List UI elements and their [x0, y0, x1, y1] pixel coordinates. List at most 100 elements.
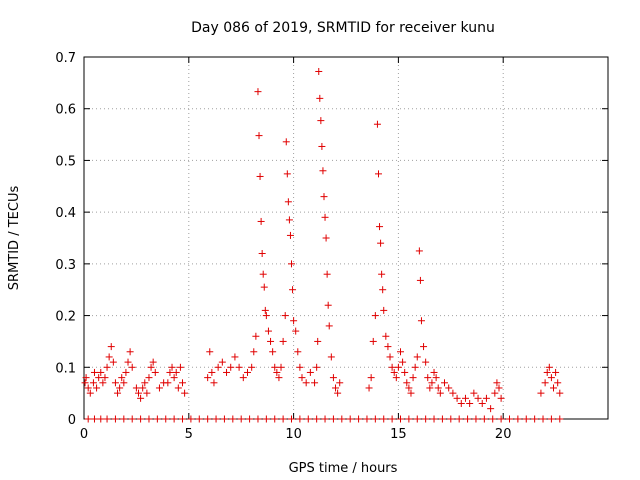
data-point-marker	[81, 379, 89, 387]
data-point-marker	[124, 358, 132, 366]
data-point-marker	[290, 317, 298, 325]
data-point-marker	[262, 415, 270, 423]
data-point-marker	[137, 415, 145, 423]
data-point-marker	[541, 379, 549, 387]
data-point-marker	[318, 142, 326, 150]
data-point-marker	[426, 384, 434, 392]
data-point-marker	[111, 379, 119, 387]
data-point-marker	[441, 379, 449, 387]
data-point-marker	[237, 415, 245, 423]
data-point-marker	[430, 368, 438, 376]
data-point-marker	[436, 389, 444, 397]
data-point-marker	[403, 379, 411, 387]
data-point-marker	[550, 384, 558, 392]
data-point-marker	[273, 368, 281, 376]
data-point-marker	[97, 368, 105, 376]
data-point-marker	[134, 389, 142, 397]
data-point-marker	[149, 358, 157, 366]
data-point-marker	[235, 363, 243, 371]
data-point-marker	[365, 384, 373, 392]
data-point-marker	[487, 405, 495, 413]
data-point-marker	[208, 368, 216, 376]
plot-frame	[83, 56, 609, 420]
data-point-marker	[122, 368, 130, 376]
data-point-marker	[283, 170, 291, 178]
data-point-marker	[407, 389, 415, 397]
data-point-marker	[166, 368, 174, 376]
data-point-marker	[174, 384, 182, 392]
data-point-marker	[332, 384, 340, 392]
data-point-marker	[388, 415, 396, 423]
data-point-marker	[212, 415, 220, 423]
data-point-marker	[275, 374, 283, 382]
data-point-marker	[316, 94, 324, 102]
data-point-marker	[294, 348, 302, 356]
data-point-marker	[89, 379, 97, 387]
data-point-marker	[139, 384, 147, 392]
data-point-marker	[346, 415, 354, 423]
data-point-marker	[259, 270, 267, 278]
data-point-marker	[311, 379, 319, 387]
data-point-marker	[277, 363, 285, 371]
data-point-marker	[218, 358, 226, 366]
data-point-marker	[229, 415, 237, 423]
data-point-marker	[99, 379, 107, 387]
data-point-marker	[145, 374, 153, 382]
data-point-marker	[386, 353, 394, 361]
data-point-marker	[434, 384, 442, 392]
data-point-marker	[172, 368, 180, 376]
data-point-marker	[445, 384, 453, 392]
data-point-marker	[243, 368, 251, 376]
data-point-marker	[497, 394, 505, 402]
data-point-marker	[214, 363, 222, 371]
data-point-marker	[95, 374, 103, 382]
data-point-marker	[482, 394, 490, 402]
y-tick-label: 0.2	[55, 310, 76, 325]
data-point-marker	[531, 415, 539, 423]
data-point-marker	[388, 363, 396, 371]
data-point-marker	[176, 363, 184, 371]
data-point-marker	[147, 363, 155, 371]
data-point-marker	[187, 415, 195, 423]
data-point-marker	[464, 415, 472, 423]
data-point-marker	[497, 415, 505, 423]
data-point-marker	[420, 343, 428, 351]
data-point-marker	[411, 363, 419, 371]
data-point-marker	[315, 67, 323, 75]
data-point-marker	[422, 415, 430, 423]
data-point-marker	[416, 276, 424, 284]
data-point-marker	[432, 374, 440, 382]
data-point-marker	[304, 415, 312, 423]
data-point-marker	[220, 415, 228, 423]
data-point-marker	[246, 415, 254, 423]
data-point-marker	[86, 389, 94, 397]
data-point-marker	[179, 379, 187, 387]
data-point-marker	[405, 415, 413, 423]
data-point-marker	[252, 332, 260, 340]
data-point-marker	[109, 358, 117, 366]
data-point-marker	[118, 374, 126, 382]
data-point-marker	[556, 389, 564, 397]
data-point-marker	[327, 353, 335, 361]
data-point-marker	[447, 415, 455, 423]
data-point-marker	[321, 213, 329, 221]
data-point-marker	[554, 379, 562, 387]
data-point-marker	[415, 247, 423, 255]
data-point-marker	[114, 389, 122, 397]
data-point-marker	[195, 415, 203, 423]
data-point-marker	[267, 337, 275, 345]
data-point-marker	[204, 415, 212, 423]
data-point-marker	[317, 117, 325, 125]
data-point-marker	[323, 270, 331, 278]
data-point-marker	[116, 384, 124, 392]
data-point-marker	[164, 379, 172, 387]
y-tick-label: 0.7	[55, 51, 76, 66]
data-point-marker	[480, 415, 488, 423]
data-point-marker	[390, 368, 398, 376]
data-point-marker	[379, 286, 387, 294]
data-point-marker	[141, 379, 149, 387]
data-point-marker	[84, 415, 92, 423]
data-point-marker	[329, 374, 337, 382]
data-point-marker	[322, 234, 330, 242]
